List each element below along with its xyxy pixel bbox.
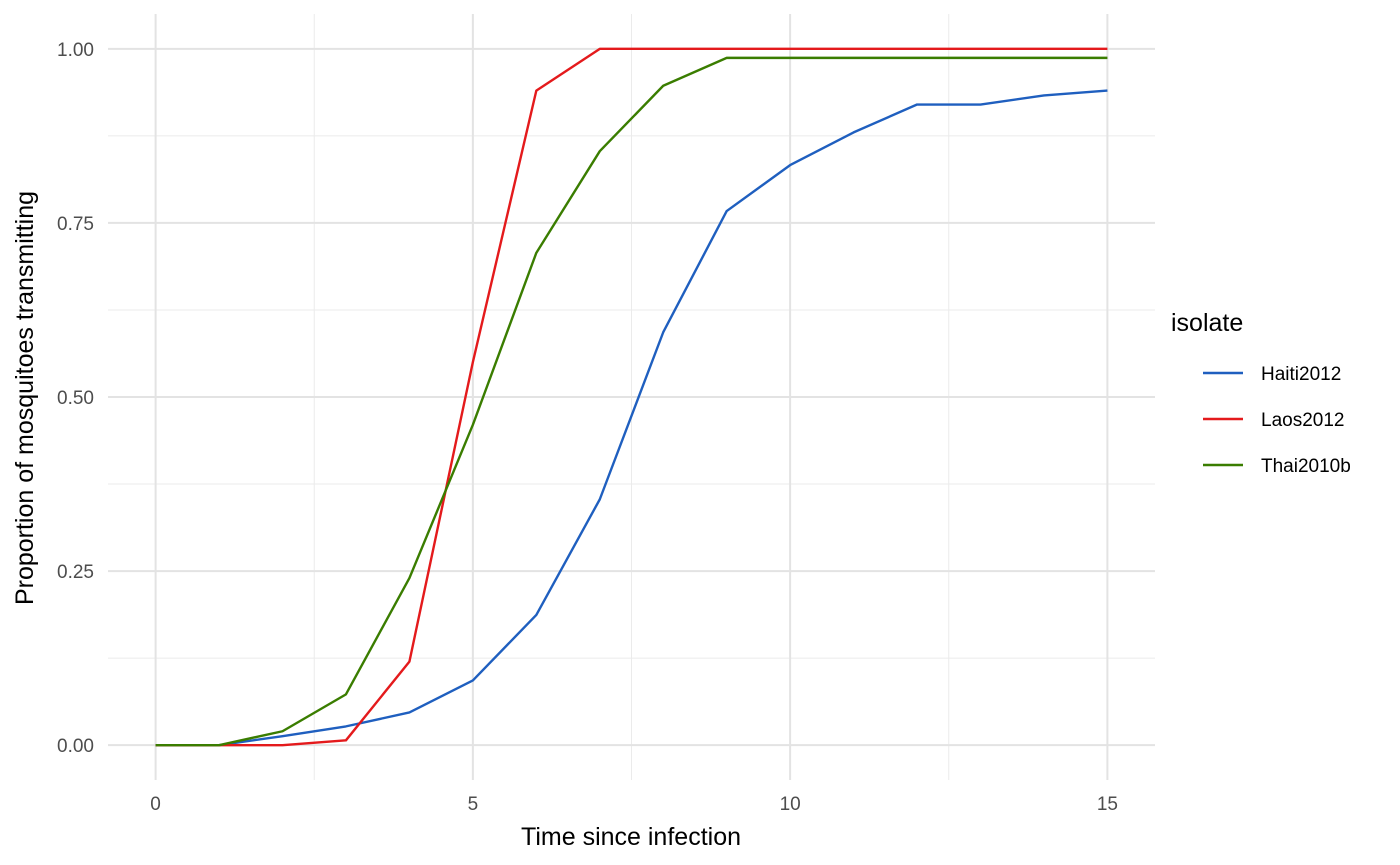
series-lines: [155, 47, 1108, 747]
legend-label-haiti2012: Haiti2012: [1261, 364, 1341, 385]
y-tick-label: 0.25: [57, 562, 94, 583]
series-line-thai2010b: [155, 56, 1108, 747]
y-tick-label: 1.00: [57, 40, 94, 61]
legend-title: isolate: [1171, 309, 1243, 337]
y-tick-label: 0.75: [57, 214, 94, 235]
series-line-laos2012: [155, 47, 1108, 747]
x-tick-label: 0: [150, 794, 161, 815]
legend-items: Haiti2012 Laos2012 Thai2010b: [1203, 364, 1351, 477]
y-axis-tick-labels: 0.00 0.25 0.50 0.75 1.00: [57, 40, 94, 757]
y-tick-label: 0.50: [57, 388, 94, 409]
legend-label-laos2012: Laos2012: [1261, 410, 1344, 431]
minor-gridlines: [108, 14, 1155, 780]
y-axis-title: Proportion of mosquitoes transmitting: [11, 191, 39, 605]
x-axis-title: Time since infection: [521, 823, 741, 851]
x-axis-tick-labels: 0 5 10 15: [150, 794, 1118, 815]
series-line-haiti2012: [155, 89, 1108, 747]
x-tick-label: 5: [468, 794, 479, 815]
x-tick-label: 15: [1097, 794, 1118, 815]
y-tick-label: 0.00: [57, 736, 94, 757]
legend-label-thai2010b: Thai2010b: [1261, 456, 1351, 477]
x-tick-label: 10: [780, 794, 801, 815]
legend: isolate Haiti2012 Laos2012 Thai2010b: [1171, 309, 1351, 477]
